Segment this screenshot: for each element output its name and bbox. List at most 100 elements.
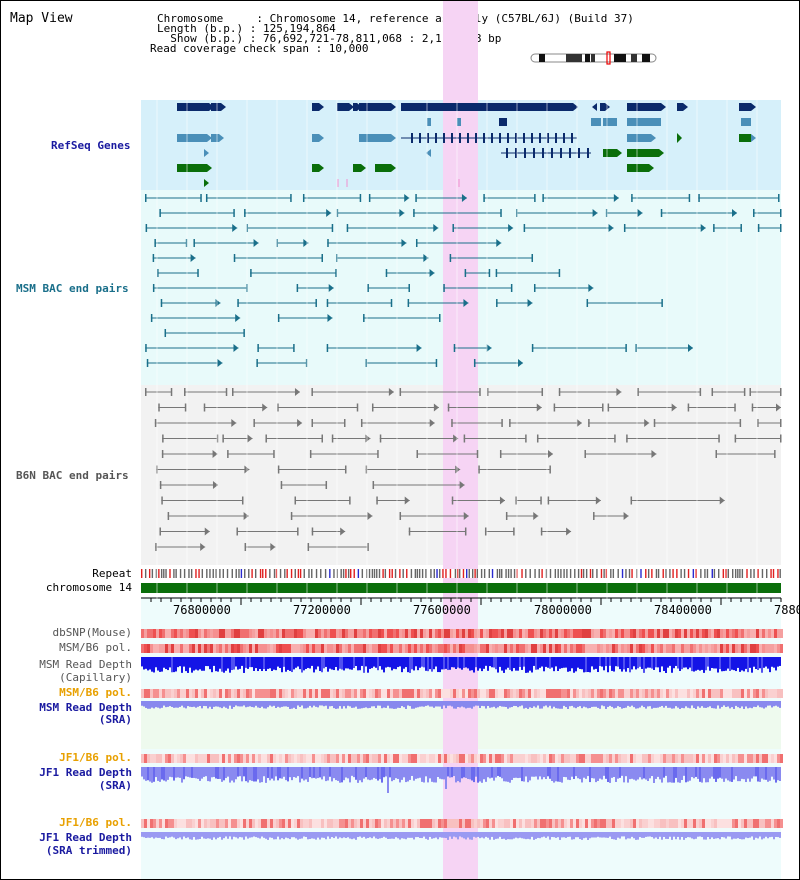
msm-depth-capillary-bars xyxy=(445,657,447,669)
track-label-repeat: Repeat xyxy=(92,567,132,580)
msm-depth-capillary-bars xyxy=(749,657,751,668)
msm-depth-capillary-bars xyxy=(683,657,685,668)
repeat-background xyxy=(141,569,781,578)
msm-depth-sra-bars xyxy=(683,701,685,709)
msm-depth-sra-bars xyxy=(269,701,271,706)
jf1-depth-sra-bars xyxy=(265,767,267,783)
msm-depth-capillary-bars xyxy=(287,657,289,670)
jf1-depth-trimmed-bars xyxy=(349,832,351,839)
jf1-depth-trimmed-bars xyxy=(685,832,687,839)
jf1-depth-trimmed-bars xyxy=(397,832,399,839)
jf1-depth-trimmed-bars xyxy=(651,832,653,838)
jf1-depth-sra-bars xyxy=(365,767,367,778)
msm-depth-capillary-bars xyxy=(419,657,421,668)
msm-depth-sra-bars xyxy=(411,701,413,709)
msm-depth-sra-bars xyxy=(765,701,767,708)
jf1-depth-sra-bars xyxy=(327,767,329,781)
jf1-depth-trimmed-bars xyxy=(711,832,713,838)
jf1-depth-trimmed-bars xyxy=(153,832,155,839)
msm-depth-capillary-bars xyxy=(193,657,195,671)
msm-depth-capillary-bars xyxy=(623,657,625,670)
jf1-depth-trimmed-bars xyxy=(293,832,295,838)
msm-depth-capillary-bars xyxy=(197,657,199,671)
jf1-depth-trimmed-bars xyxy=(521,832,523,839)
msm-depth-sra-bars xyxy=(675,701,677,707)
jf1-depth-trimmed-bars xyxy=(699,832,701,837)
refseq-gene-row2 xyxy=(603,118,617,126)
msm-depth-sra-bars xyxy=(493,701,495,707)
msm-depth-capillary-bars xyxy=(411,657,413,670)
jf1-depth-trimmed-bars xyxy=(233,832,235,837)
jf1-depth-sra-bars xyxy=(175,767,177,778)
msm-depth-sra-bars xyxy=(293,701,295,708)
jf1-depth-trimmed-bars xyxy=(645,832,647,837)
jf1-depth-trimmed-bars xyxy=(579,832,581,839)
jf1-depth-sra-bars xyxy=(567,767,569,780)
msm-depth-capillary-bars xyxy=(531,657,533,673)
jf1-depth-trimmed-bars xyxy=(527,832,529,839)
jf1-depth-sra-bars xyxy=(345,767,347,778)
msm-depth-sra-bars xyxy=(681,701,683,708)
msm-depth-sra-bars xyxy=(437,701,439,707)
msm-depth-sra-bars xyxy=(397,701,399,708)
msm-depth-sra-bars xyxy=(245,701,247,708)
jf1-depth-trimmed-bars xyxy=(769,832,771,838)
jf1-depth-trimmed-bars xyxy=(705,832,707,840)
jf1-depth-sra-bars xyxy=(693,767,695,779)
jf1-depth-trimmed-bars xyxy=(393,832,395,839)
msm-depth-sra-bars xyxy=(619,701,621,708)
msm-bac-track[interactable] xyxy=(145,194,782,367)
msm-depth-sra-bars xyxy=(355,701,357,707)
msm-depth-capillary-bars xyxy=(715,657,717,669)
msm-depth-sra-bars xyxy=(661,701,663,706)
jf1-depth-trimmed-bars xyxy=(311,832,313,839)
track-label-msm-bac[interactable]: MSM BAC end pairs xyxy=(16,282,129,295)
jf1-depth-trimmed-bars xyxy=(569,832,571,837)
msm-depth-capillary-bars xyxy=(651,657,653,669)
jf1-depth-trimmed-bars xyxy=(539,832,541,839)
jf1-depth-trimmed-bars xyxy=(489,832,491,840)
jf1-depth-trimmed-bars xyxy=(755,832,757,838)
msm-depth-capillary-bars xyxy=(769,657,771,673)
jf1-depth-sra-bars xyxy=(735,767,737,777)
msm-depth-sra-bars xyxy=(553,701,555,707)
track-label-refseq-genes[interactable]: RefSeq Genes xyxy=(51,139,131,152)
msm-depth-capillary-bars xyxy=(457,657,459,668)
jf1-depth-trimmed-bars xyxy=(289,832,291,840)
jf1-depth-sra-bars xyxy=(469,767,471,780)
msm-depth-capillary-bars xyxy=(359,657,361,671)
jf1-depth-sra-bars xyxy=(275,767,277,777)
jf1-depth-sra-bars xyxy=(599,767,601,779)
jf1-depth-trimmed-bars xyxy=(585,832,587,838)
msm-depth-sra-bars xyxy=(579,701,581,707)
msm-depth-capillary-bars xyxy=(393,657,395,669)
chromosome-ideogram[interactable] xyxy=(530,51,657,65)
msm-depth-capillary-bars xyxy=(663,657,665,671)
jf1-depth-sra-bars xyxy=(181,767,183,783)
jf1-depth-trimmed-bars xyxy=(199,832,201,839)
jf1-depth-sra-bars xyxy=(637,767,639,780)
msm-depth-sra-bars xyxy=(631,701,633,706)
jf1-depth-trimmed-bars xyxy=(205,832,207,839)
b6n-bac-track[interactable] xyxy=(145,388,782,551)
jf1-depth-sra-bars xyxy=(631,767,633,779)
jf1-depth-trimmed-bars xyxy=(257,832,259,838)
track-label-b6n-bac[interactable]: B6N BAC end pairs xyxy=(16,469,129,482)
jf1-depth-trimmed-bars xyxy=(437,832,439,840)
msm-depth-capillary-bars xyxy=(383,657,385,673)
msm-depth-capillary-bars xyxy=(245,657,247,668)
msm-depth-sra-bars xyxy=(645,701,647,709)
msm-depth-capillary-bars xyxy=(689,657,691,668)
jf1-depth-sra-bars xyxy=(723,767,725,782)
msm-depth-sra-bars xyxy=(203,701,205,706)
jf1-depth-trimmed-bars xyxy=(771,832,773,837)
jf1-depth-trimmed-bars xyxy=(709,832,711,840)
msm-depth-sra-bars xyxy=(515,701,517,707)
msm-depth-sra-bars xyxy=(195,701,197,708)
msm-depth-sra-bars xyxy=(583,701,585,707)
jf1-depth-trimmed-bars xyxy=(209,832,211,839)
refseq-gene-row5 xyxy=(353,164,361,172)
msm-depth-capillary-bars xyxy=(491,657,493,668)
msm-depth-sra-bars xyxy=(677,701,679,708)
